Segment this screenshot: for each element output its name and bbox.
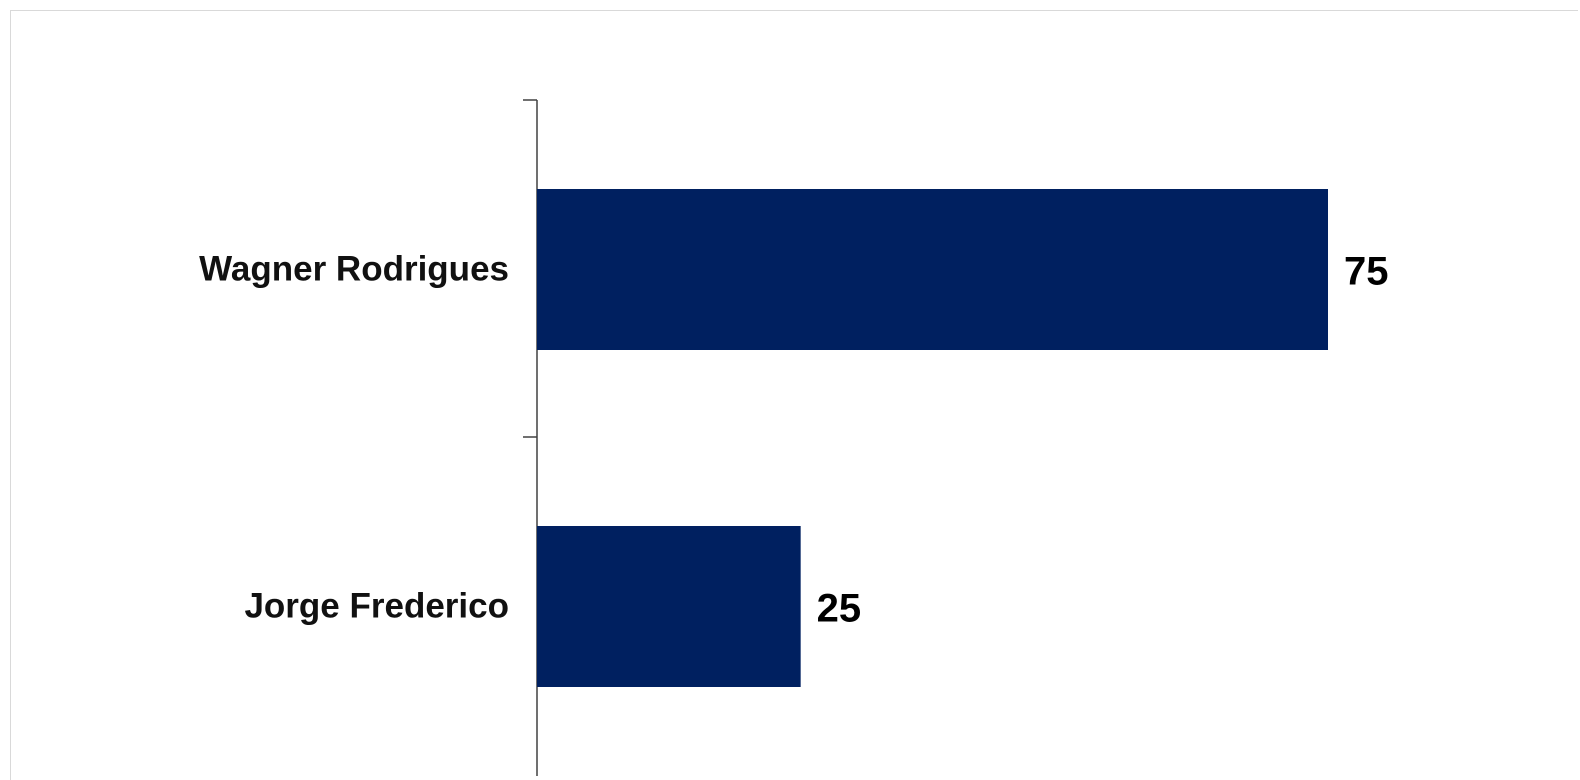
y-axis <box>523 99 538 776</box>
data-label: 25 <box>817 587 862 631</box>
bar <box>537 189 1328 350</box>
bar <box>537 526 801 687</box>
category-label: Jorge Frederico <box>244 587 509 626</box>
category-label: Wagner Rodrigues <box>199 250 509 289</box>
bars <box>537 189 1328 687</box>
labels: Wagner Rodrigues 75 Jorge Frederico 25 <box>199 250 1388 631</box>
data-label: 75 <box>1344 250 1389 294</box>
